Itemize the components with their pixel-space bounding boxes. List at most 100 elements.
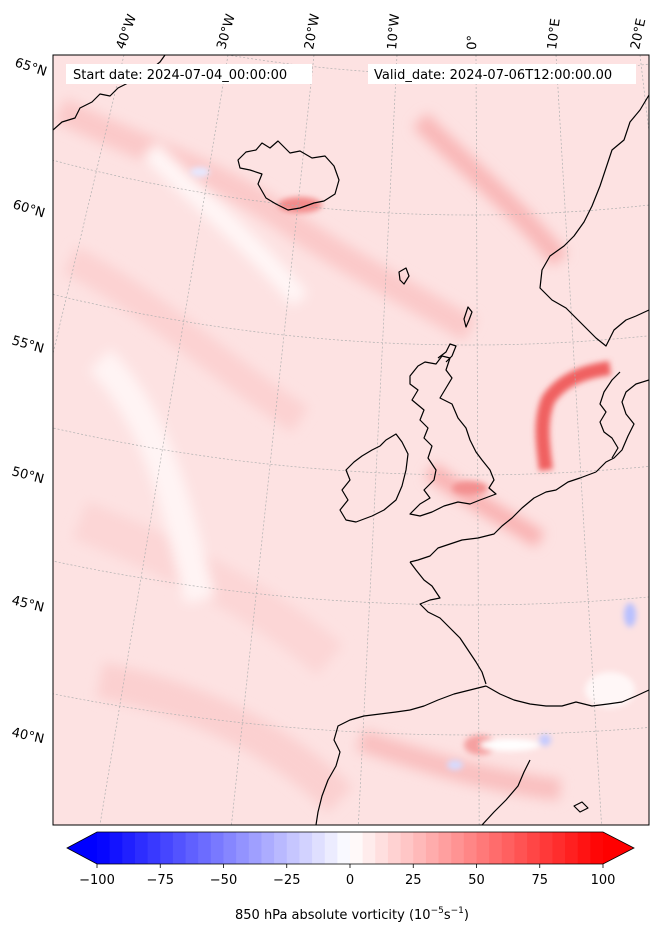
colorbar-cell — [97, 832, 111, 864]
coast-france-biscay — [409, 561, 487, 685]
colorbar-label-close: ) — [464, 908, 469, 923]
colorbar-tick-label: −100 — [79, 873, 115, 888]
lat-label-65n: 65°N — [13, 56, 49, 80]
coast-iberia-west — [315, 709, 411, 825]
lon-label-10w: 10°W — [385, 13, 403, 50]
colorbar-tick-label: 75 — [531, 873, 548, 888]
white-patch-2 — [585, 672, 635, 708]
colorbar-cell — [362, 832, 376, 864]
north-sea-max — [535, 361, 612, 471]
lat-label-55n: 55°N — [10, 333, 46, 356]
colorbar-cell — [286, 832, 300, 864]
colorbar-extend-max — [603, 832, 634, 864]
blue-patch-2 — [539, 734, 551, 746]
colorbar-cell — [210, 832, 224, 864]
lon-label-20e: 20°E — [628, 17, 649, 51]
longitude-gridline — [99, 55, 229, 825]
coast-iceland — [237, 140, 340, 211]
vorticity-highlights — [190, 167, 636, 770]
iceland-max — [278, 197, 322, 213]
england-max — [452, 481, 488, 495]
blue-patch-3 — [447, 760, 463, 770]
lon-label-30w: 30°W — [214, 12, 238, 51]
coast-iberia-east — [485, 685, 649, 707]
field-streak-2 — [63, 246, 309, 433]
colorbar-tick-label: −25 — [273, 873, 300, 888]
map-frame — [52, 54, 650, 826]
colorbar-tick-label: −50 — [210, 873, 237, 888]
coast-mallorca — [573, 801, 589, 813]
field-pale-1 — [89, 349, 215, 604]
colorbar-cell — [337, 832, 351, 864]
colorbar-cell — [514, 832, 528, 864]
colorbar-cell — [501, 832, 515, 864]
colorbar-cell — [261, 832, 275, 864]
coast-great-britain — [409, 355, 497, 517]
colorbar-cell — [350, 832, 364, 864]
colorbar-cell — [198, 832, 212, 864]
field-streak-3 — [72, 501, 344, 676]
colorbar-cell — [122, 832, 136, 864]
colorbar-cell — [299, 832, 313, 864]
colorbar-cell — [451, 832, 465, 864]
blue-patch-1 — [624, 603, 636, 627]
blue-patch-4 — [190, 167, 210, 177]
start-date-label: Start date: 2024-07-04_00:00:00 — [73, 68, 287, 83]
colorbar-cell — [375, 832, 389, 864]
coast-iberia-north — [409, 685, 487, 711]
field-pale-2 — [142, 142, 308, 307]
longitude-gridline — [555, 55, 602, 825]
colorbar-cell — [134, 832, 149, 864]
field-streak-1 — [54, 98, 477, 342]
colorbar-tick-label: 25 — [405, 873, 422, 888]
longitude-labels: 40°W 30°W 20°W 10°W 0° 10°E 20°E — [114, 12, 650, 51]
lon-label-0: 0° — [465, 35, 481, 50]
coastlines — [53, 55, 649, 825]
colorbar-cell — [109, 832, 123, 864]
colorbar-tick-label: 100 — [591, 873, 616, 888]
colorbar-cell — [476, 832, 490, 864]
field-streak-4 — [96, 662, 353, 813]
lat-label-45n: 45°N — [10, 593, 45, 615]
colorbar-cell — [274, 832, 288, 864]
colorbar-cell — [185, 832, 199, 864]
colorbar-cell — [539, 832, 553, 864]
colorbar-cell — [172, 832, 187, 864]
colorbar-cell — [438, 832, 452, 864]
header-background-right — [368, 64, 636, 84]
colorbar-tick-label: 50 — [468, 873, 485, 888]
lon-label-20w: 20°W — [302, 13, 323, 51]
latitude-gridline — [225, 55, 649, 76]
colorbar-cell — [463, 832, 477, 864]
lat-label-40n: 40°N — [10, 725, 45, 747]
colorbar-cell — [489, 832, 503, 864]
colorbar-label-mid: s — [444, 908, 451, 923]
colorbar-label-main: 850 hPa absolute vorticity (10 — [235, 908, 431, 923]
colorbar-label-exp1: −5 — [431, 906, 444, 916]
longitude-gridline — [358, 55, 398, 825]
colorbar-cell — [413, 832, 427, 864]
coast-faroes — [398, 267, 410, 285]
colorbar-tick-label: −75 — [147, 873, 174, 888]
lon-label-10e: 10°E — [545, 18, 564, 51]
coast-norway — [539, 94, 649, 347]
colorbar-cell — [147, 832, 161, 864]
valid-date-label: Valid_date: 2024-07-06T12:00:00.00 — [374, 68, 612, 83]
colorbar-cell — [223, 832, 237, 864]
colorbar-cell — [552, 832, 566, 864]
colorbar-cell — [324, 832, 338, 864]
coast-ireland — [339, 433, 409, 523]
latitude-gridline — [53, 159, 649, 216]
coast-iberia-south — [481, 759, 531, 825]
colorbar-extend-min — [67, 832, 97, 864]
latitude-gridline — [53, 693, 649, 736]
colorbar-cell — [527, 832, 541, 864]
coast-sweden-denmark — [595, 379, 649, 473]
field-streak-5 — [412, 112, 568, 267]
lon-label-40w: 40°W — [114, 12, 140, 51]
colorbar-label: 850 hPa absolute vorticity (10−5s−1) — [235, 906, 469, 923]
white-patch-1 — [480, 739, 540, 751]
